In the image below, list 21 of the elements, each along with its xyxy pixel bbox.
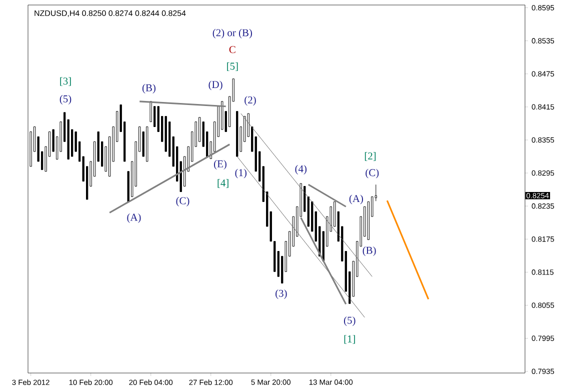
annotation: (A) — [127, 213, 141, 223]
annotation: [1] — [344, 335, 355, 344]
annotation: [4] — [218, 179, 228, 188]
annotation: (B) — [362, 246, 376, 256]
annotation: (3) — [276, 289, 287, 299]
annotation: (A) — [349, 194, 363, 204]
annotation: (E) — [214, 160, 226, 170]
annotation: (2) — [244, 96, 256, 106]
annotation: (B) — [142, 84, 156, 94]
annotation: [5] — [227, 62, 238, 72]
annotation: (4) — [295, 164, 307, 174]
annotation: (5) — [60, 95, 72, 104]
annotation: [2] — [364, 152, 376, 161]
annotation: C — [229, 46, 236, 54]
annotation: (5) — [344, 316, 356, 326]
annotation: (D) — [208, 80, 222, 90]
annotation: (C) — [366, 168, 379, 178]
annotation: (C) — [176, 196, 190, 206]
annotation: (2) or (B) — [212, 28, 252, 38]
annotation: (1) — [235, 168, 246, 178]
annotation: [3] — [60, 77, 71, 86]
